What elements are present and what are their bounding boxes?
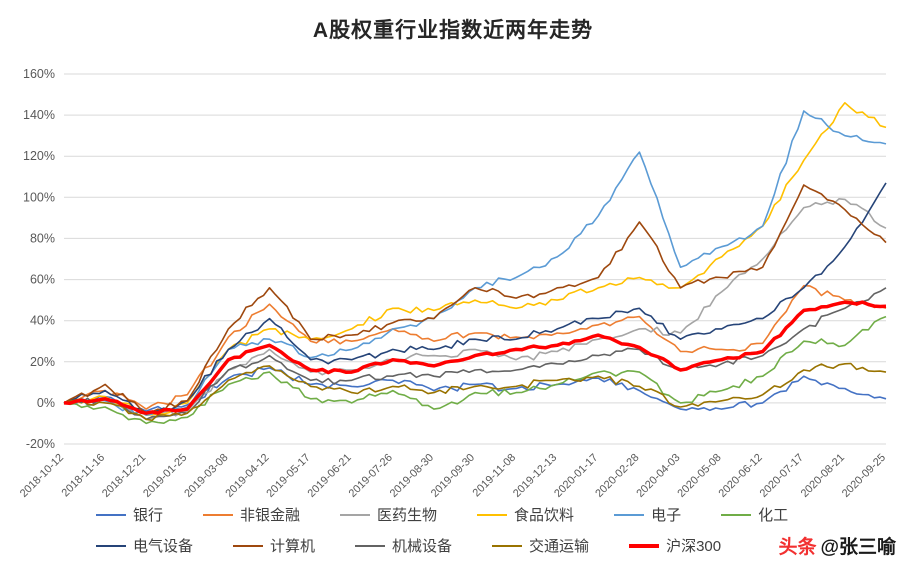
chart-legend: 银行 非银金融 医药生物 食品饮料 电子 化工电气设备 计算机 机械设备 交通运输 沪深300 <box>96 504 886 556</box>
legend-swatch <box>614 513 645 516</box>
toutiao-logo: 头条 <box>778 537 817 558</box>
legend-swatch <box>629 543 660 548</box>
legend-label: 交通运输 <box>529 538 590 555</box>
legend-swatch <box>233 544 264 547</box>
y-tick-label: -20% <box>26 437 55 451</box>
watermark: 头条 @张三喻 <box>778 532 896 559</box>
series-line-非银金融 <box>63 284 887 410</box>
legend-label: 银行 <box>133 507 164 524</box>
legend-item-交通运输: 交通运输 <box>492 535 589 556</box>
legend-swatch <box>96 513 126 516</box>
legend-swatch <box>721 513 752 516</box>
series-line-交通运输 <box>63 362 887 422</box>
legend-item-化工: 化工 <box>721 504 788 525</box>
legend-label: 化工 <box>758 507 789 524</box>
y-tick-label: 160% <box>23 67 55 81</box>
y-tick-label: 60% <box>30 273 55 287</box>
legend-item-沪深300: 沪深300 <box>629 535 721 556</box>
series-line-银行 <box>63 366 887 412</box>
series-line-沪深300 <box>63 300 887 415</box>
legend-label: 非银金融 <box>240 507 301 524</box>
legend-swatch <box>492 544 523 547</box>
y-tick-label: 80% <box>30 231 55 245</box>
x-tick-label: 2019-09-30 <box>429 452 477 500</box>
legend-item-电气设备: 电气设备 <box>96 535 193 556</box>
y-tick-label: 40% <box>30 314 55 328</box>
y-tick-label: 100% <box>23 190 55 204</box>
legend-item-食品饮料: 食品饮料 <box>477 504 574 525</box>
x-tick-label: 2018-10-12 <box>18 452 66 500</box>
watermark-handle: @张三喻 <box>820 537 896 558</box>
legend-label: 计算机 <box>270 538 316 555</box>
legend-item-医药生物: 医药生物 <box>340 504 437 525</box>
chart-title: A股权重行业指数近两年走势 <box>312 19 594 42</box>
legend-swatch <box>203 513 234 516</box>
legend-swatch <box>477 513 508 516</box>
legend-label: 食品饮料 <box>514 507 575 524</box>
series-line-电气设备 <box>63 182 887 415</box>
y-tick-label: 0% <box>37 396 55 410</box>
y-tick-label: 140% <box>23 108 55 122</box>
y-tick-label: 20% <box>30 355 55 369</box>
legend-swatch <box>340 513 371 516</box>
legend-item-银行: 银行 <box>96 504 163 525</box>
legend-label: 医药生物 <box>377 507 438 524</box>
legend-swatch <box>355 544 386 547</box>
legend-item-非银金融: 非银金融 <box>203 504 300 525</box>
x-tick-label: 2020-09-25 <box>840 452 888 500</box>
legend-label: 机械设备 <box>392 538 453 555</box>
legend-item-计算机: 计算机 <box>233 535 315 556</box>
legend-label: 电子 <box>651 507 682 524</box>
legend-label: 电气设备 <box>133 538 194 555</box>
legend-item-机械设备: 机械设备 <box>355 535 452 556</box>
legend-label: 沪深300 <box>666 538 722 555</box>
series-line-计算机 <box>63 184 887 415</box>
line-chart: -20% 0% 20% 40% 60% 80% 100% 120% 140% 160% 2018-1… <box>18 67 888 500</box>
series-line-机械设备 <box>63 287 887 421</box>
legend-swatch <box>96 544 126 547</box>
y-tick-label: 120% <box>23 149 55 163</box>
legend-item-电子: 电子 <box>614 504 681 525</box>
